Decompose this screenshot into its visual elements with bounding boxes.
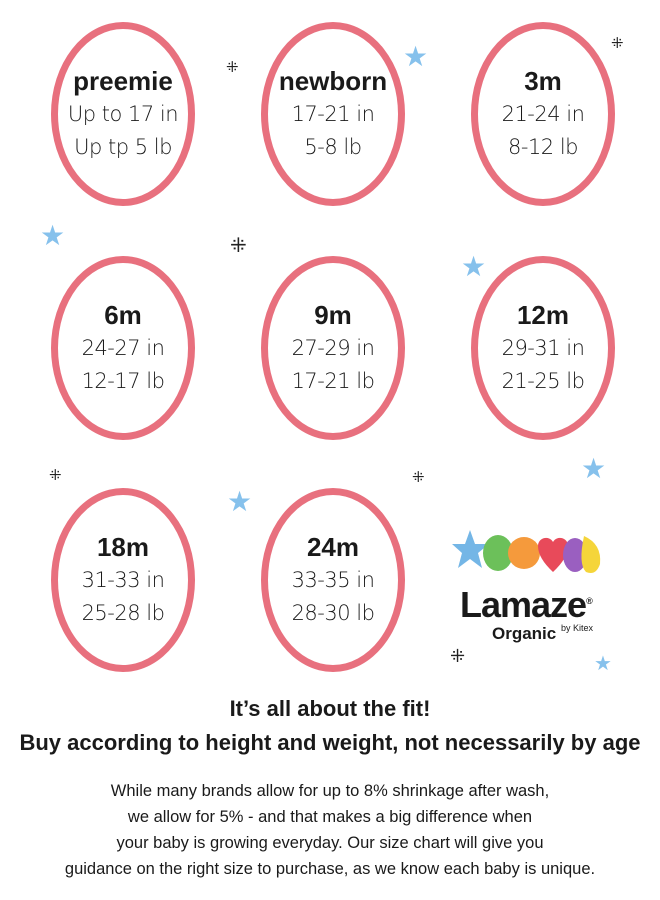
sparkle-icon: ⁜ [450, 646, 466, 666]
weight-range: 17-21 lb [291, 369, 375, 393]
height-range: 31-33 in [81, 568, 165, 592]
weight-range: 25-28 lb [81, 601, 165, 625]
height-range: 17-21 in [291, 102, 375, 126]
weight-range: 21-25 lb [501, 369, 585, 393]
size-label: 18m [96, 532, 150, 562]
weight-range: 28-30 lb [291, 601, 375, 625]
sparkle-icon: ⁜ [226, 59, 239, 76]
size-label: 12m [516, 300, 570, 330]
lamaze-logo: Lamaze® Organic by Kitex [452, 528, 612, 658]
description-line: guidance on the right size to purchase, … [64, 860, 596, 878]
brand-by: by Kitex [560, 623, 593, 633]
size-oval-24m: 24m 33-35 in 28-30 lb [261, 488, 405, 672]
sparkle-icon: ⁜ [230, 235, 247, 257]
size-label: newborn [278, 66, 388, 96]
size-label: 3m [524, 66, 562, 96]
description-line: we allow for 5% - and that makes a big d… [127, 808, 533, 826]
sparkle-icon: ⁜ [49, 467, 62, 484]
height-range: 29-31 in [501, 336, 585, 360]
star-icon: ★ [461, 251, 487, 282]
star-icon: ★ [40, 220, 66, 251]
size-oval-9m: 9m 27-29 in 17-21 lb [261, 256, 405, 440]
size-label: 9m [314, 300, 352, 330]
size-label: 6m [104, 300, 142, 330]
size-oval-18m: 18m 31-33 in 25-28 lb [51, 488, 195, 672]
weight-range: Up tp 5 lb [74, 135, 172, 159]
star-icon: ★ [227, 486, 253, 517]
star-icon: ★ [403, 41, 429, 72]
height-range: Up to 17 in [67, 102, 179, 126]
sparkle-icon: ⁜ [611, 35, 624, 52]
size-oval-preemie: preemie Up to 17 in Up tp 5 lb [51, 22, 195, 206]
size-label: preemie [73, 66, 173, 96]
headline-2: Buy according to height and weight, not … [19, 730, 641, 755]
weight-range: 5-8 lb [304, 135, 362, 159]
sparkle-icon: ⁜ [412, 469, 425, 486]
star-icon: ★ [581, 453, 607, 484]
weight-range: 12-17 lb [81, 369, 165, 393]
star-icon: ★ [594, 653, 612, 675]
height-range: 27-29 in [291, 336, 375, 360]
size-oval-12m: 12m 29-31 in 21-25 lb [471, 256, 615, 440]
size-oval-3m: 3m 21-24 in 8-12 lb [471, 22, 615, 206]
description-line: While many brands allow for up to 8% shr… [110, 782, 550, 800]
height-range: 24-27 in [81, 336, 165, 360]
description-line: your baby is growing everyday. Our size … [116, 834, 544, 852]
height-range: 21-24 in [501, 102, 585, 126]
brand-name: Lamaze [460, 584, 587, 625]
size-oval-newborn: newborn 17-21 in 5-8 lb [261, 22, 405, 206]
size-oval-6m: 6m 24-27 in 12-17 lb [51, 256, 195, 440]
headline-1: It’s all about the fit! [229, 696, 431, 721]
brand-line2: Organic [492, 624, 557, 643]
logo-shapes-icon [452, 530, 601, 573]
size-label: 24m [306, 532, 360, 562]
weight-range: 8-12 lb [508, 135, 579, 159]
height-range: 33-35 in [291, 568, 375, 592]
description: While many brands allow for up to 8% shr… [65, 778, 595, 882]
